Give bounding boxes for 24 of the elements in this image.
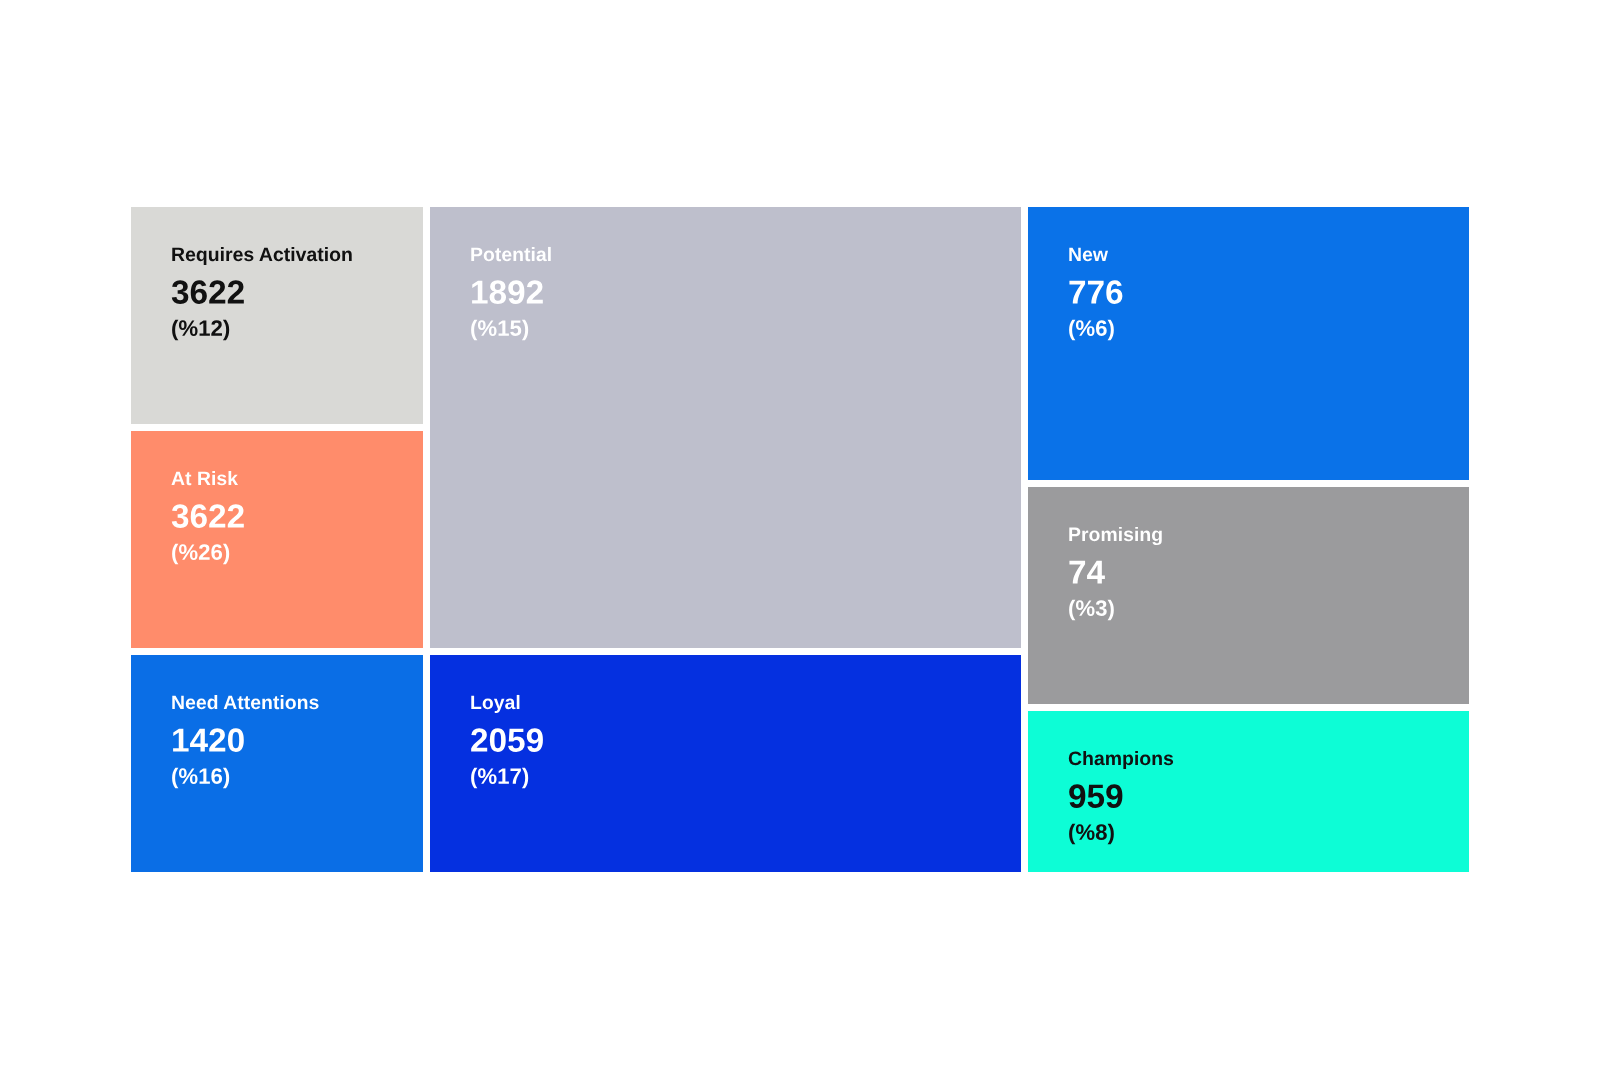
data-label: (%8)	[1069, 823, 1114, 845]
data-label: 1892	[472, 280, 543, 304]
category-label: New	[1069, 247, 1109, 262]
data-label: 2059	[471, 728, 543, 752]
data-label: 959	[1069, 784, 1123, 808]
data-label: (%26)	[172, 543, 230, 565]
data-label: 776	[1069, 280, 1123, 304]
data-label: 1420	[173, 728, 244, 752]
category-label: Promising	[1069, 526, 1162, 546]
category-label: Need Attentions	[172, 694, 319, 710]
category-label: At Risk	[171, 470, 239, 486]
data-label: 74	[1069, 560, 1105, 584]
data-label: 3622	[171, 280, 244, 304]
data-label: (%16)	[172, 767, 230, 789]
category-label: Champions	[1068, 750, 1174, 770]
data-label: (%3)	[1069, 599, 1114, 621]
data-label: (%15)	[471, 319, 529, 341]
category-label: Requires Activation	[172, 246, 352, 266]
data-label: (%12)	[172, 319, 230, 341]
data-label: (%17)	[471, 767, 529, 789]
category-label: Potential	[471, 246, 551, 262]
data-label: (%6)	[1069, 319, 1114, 341]
data-label: 3622	[171, 504, 244, 528]
category-label: Loyal	[471, 694, 520, 714]
